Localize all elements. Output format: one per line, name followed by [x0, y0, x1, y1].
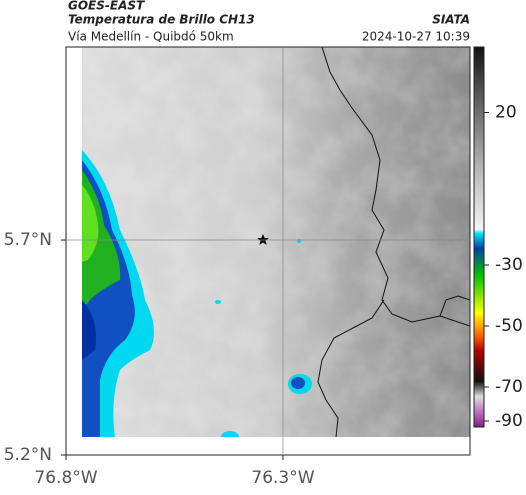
satellite-image: [82, 47, 470, 437]
map-frame: [65, 46, 471, 456]
colorbar-tick-label: -50: [495, 316, 523, 336]
x-tick-label: 76.8°W: [34, 468, 97, 488]
location: Vía Medellín - Quibdó 50km: [68, 30, 234, 44]
colorbar-tick-label: -70: [495, 377, 523, 397]
datetime: 2024-10-27 10:39: [362, 30, 470, 44]
colorbar: [473, 46, 485, 428]
location-marker: [257, 234, 269, 245]
y-tick-label: 5.7°N: [4, 230, 52, 250]
colorbar-tick-label: -30: [495, 255, 523, 275]
subtitle: Temperatura de Brillo CH13: [68, 13, 255, 27]
x-tick-label: 76.3°W: [251, 468, 314, 488]
title: GOES-EAST: [68, 0, 145, 13]
y-tick-label: 5.2°N: [4, 445, 52, 465]
colorbar-tick-label: 20: [495, 103, 517, 123]
colorbar-tick-label: -90: [495, 411, 523, 431]
source: SIATA: [432, 13, 470, 27]
